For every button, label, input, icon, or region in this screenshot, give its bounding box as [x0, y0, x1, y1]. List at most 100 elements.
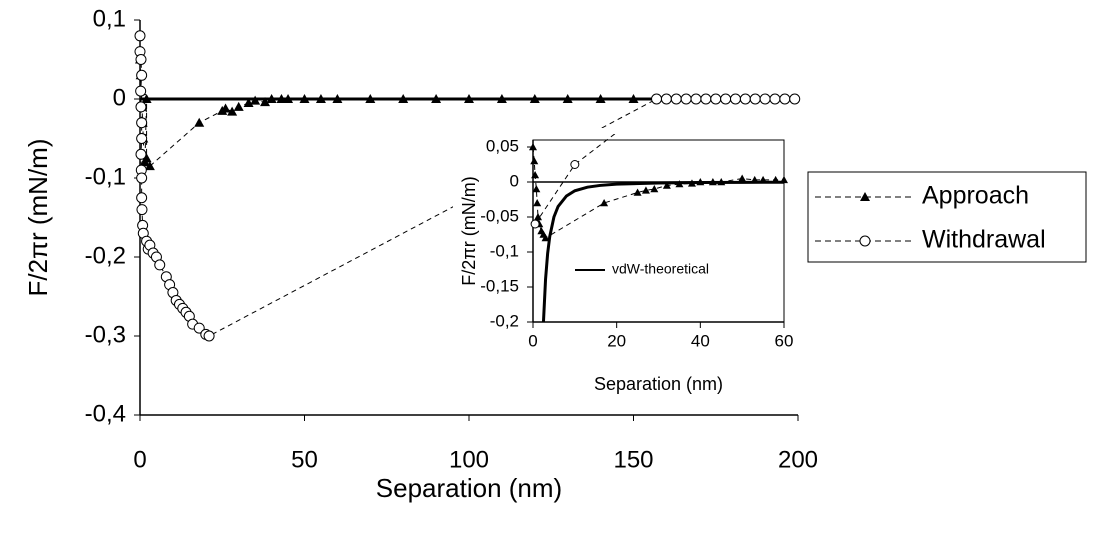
marker — [431, 94, 442, 103]
marker — [136, 172, 148, 184]
marker — [136, 204, 148, 216]
y-tick-label: 0 — [113, 84, 126, 111]
marker — [570, 160, 580, 169]
marker — [769, 93, 781, 105]
marker — [203, 330, 215, 342]
marker — [738, 174, 747, 182]
x-tick-label: 60 — [775, 331, 794, 350]
marker — [243, 97, 254, 107]
marker — [141, 94, 152, 103]
main-chart: -0,4-0,3-0,2-0,100,10 50 100 150 200Separati… — [23, 5, 1087, 503]
marker — [650, 185, 659, 193]
marker — [135, 101, 147, 113]
marker — [135, 148, 147, 160]
x-tick-label: 0 — [133, 446, 146, 473]
marker — [134, 30, 146, 42]
marker — [332, 94, 343, 103]
inset-chart: -0,2 -0,15 -0,1 -0,05 0 0,05 0 20 40 60 Separation… — [453, 128, 804, 400]
marker — [720, 93, 732, 105]
y-tick-label: -0,05 — [480, 206, 519, 225]
marker — [700, 93, 712, 105]
legend-label: vdW-theoretical — [612, 261, 709, 277]
marker — [530, 157, 539, 165]
x-tick-label: 200 — [778, 446, 818, 473]
inset-background — [453, 128, 804, 400]
marker — [315, 94, 326, 103]
marker — [227, 106, 238, 116]
marker — [529, 143, 537, 151]
marker — [533, 199, 542, 207]
marker — [541, 234, 550, 242]
marker — [136, 117, 148, 129]
marker — [299, 94, 310, 103]
series-layer — [529, 134, 788, 323]
x-axis-label: Separation (nm) — [376, 473, 562, 503]
y-tick-label: 0,1 — [93, 5, 126, 32]
marker — [260, 97, 271, 107]
series-layer — [134, 30, 801, 342]
y-axis-label: F/2πr (mN/m) — [23, 138, 53, 296]
marker — [496, 94, 507, 103]
marker — [398, 94, 409, 103]
marker — [670, 93, 682, 105]
marker — [534, 213, 543, 221]
marker — [680, 93, 692, 105]
marker — [779, 93, 791, 105]
marker — [194, 117, 205, 127]
marker — [789, 93, 801, 105]
marker — [651, 93, 663, 105]
y-tick-label: -0,1 — [490, 241, 519, 260]
marker — [136, 133, 148, 144]
x-tick-label: 50 — [291, 446, 318, 473]
marker — [595, 94, 606, 103]
series-line — [541, 180, 785, 323]
legend-label: Withdrawal — [922, 226, 1046, 254]
marker — [365, 94, 376, 103]
marker — [136, 192, 148, 204]
y-tick-label: 0,05 — [486, 136, 519, 155]
marker — [662, 181, 671, 189]
marker — [600, 199, 609, 207]
legend-marker — [860, 192, 870, 201]
marker — [749, 93, 761, 105]
marker — [135, 85, 147, 97]
marker — [135, 54, 147, 65]
y-tick-label: -0,1 — [85, 163, 126, 190]
marker — [283, 94, 294, 103]
x-tick-label: 40 — [691, 331, 710, 350]
marker — [633, 188, 642, 196]
marker — [154, 259, 166, 271]
y-tick-label: -0,2 — [490, 311, 519, 330]
marker — [266, 94, 277, 103]
y-tick-label: -0,15 — [480, 276, 519, 295]
marker — [250, 95, 261, 105]
x-tick-label: 150 — [613, 446, 653, 473]
marker — [729, 93, 741, 105]
marker — [529, 94, 540, 103]
marker — [220, 103, 231, 113]
marker — [641, 186, 650, 194]
legend-marker — [859, 235, 871, 247]
marker — [136, 69, 148, 81]
marker — [739, 93, 751, 105]
marker — [532, 185, 541, 193]
y-tick-label: 0 — [510, 171, 519, 190]
x-tick-label: 20 — [607, 331, 626, 350]
marker — [660, 93, 672, 105]
marker — [141, 153, 152, 163]
y-tick-label: -0,2 — [85, 242, 126, 269]
series-line — [139, 59, 634, 167]
x-tick-label: 100 — [449, 446, 489, 473]
marker — [193, 322, 205, 334]
x-tick-label: 0 — [528, 331, 537, 350]
marker — [759, 93, 771, 105]
legend-box — [807, 171, 1087, 263]
y-tick-label: -0,3 — [85, 321, 126, 348]
legend-label: Approach — [922, 182, 1029, 210]
marker — [562, 94, 573, 103]
marker — [530, 219, 540, 229]
marker — [628, 94, 639, 103]
marker — [233, 101, 244, 111]
marker — [690, 93, 702, 105]
